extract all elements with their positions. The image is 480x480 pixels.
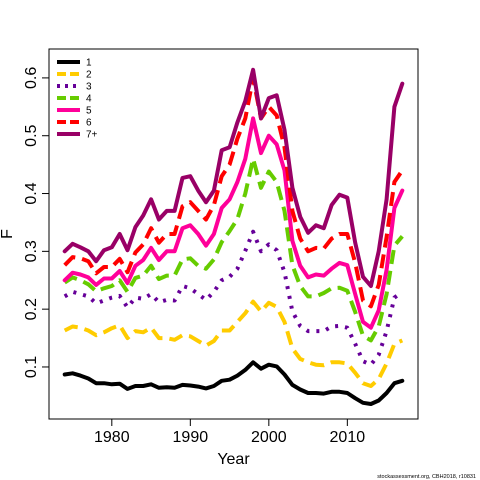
series-line-1 — [62, 360, 405, 406]
series-line-4 — [63, 156, 404, 343]
x-tick-label: 2010 — [330, 429, 366, 446]
x-tick-label: 1990 — [173, 429, 209, 446]
series-line-2 — [63, 299, 404, 388]
y-tick-label: 0.3 — [23, 240, 40, 262]
legend-label-4: 4 — [86, 94, 92, 105]
x-tick-label: 2000 — [251, 429, 287, 446]
series-line-6 — [63, 75, 404, 309]
y-axis-label: F — [0, 229, 16, 239]
legend-label-2: 2 — [86, 70, 92, 81]
legend-label-3: 3 — [86, 82, 92, 93]
y-tick-label: 0.6 — [23, 67, 40, 89]
legend-label-5: 5 — [86, 106, 92, 117]
series-line-7 — [62, 67, 405, 288]
y-tick-label: 0.5 — [23, 124, 40, 146]
y-tick-label: 0.1 — [23, 356, 40, 378]
x-axis-label: Year — [217, 451, 250, 468]
legend-label-1: 1 — [86, 58, 92, 69]
series-lines — [62, 67, 405, 406]
legend-label-7: 7+ — [86, 130, 98, 141]
y-tick-label: 0.4 — [23, 182, 40, 204]
legend-label-6: 6 — [86, 118, 92, 129]
x-tick-label: 1980 — [94, 429, 130, 446]
y-axis: 0.1 0.2 0.3 0.4 0.5 0.6 — [23, 67, 49, 378]
series-line-5 — [62, 116, 405, 330]
series-line-3 — [63, 229, 404, 367]
y-tick-label: 0.2 — [23, 298, 40, 320]
footer-text: stockassessment.org, CBH2018, r10831 — [377, 474, 476, 480]
plot-frame — [48, 48, 419, 420]
x-axis: 1980 1990 2000 2010 — [94, 419, 365, 446]
